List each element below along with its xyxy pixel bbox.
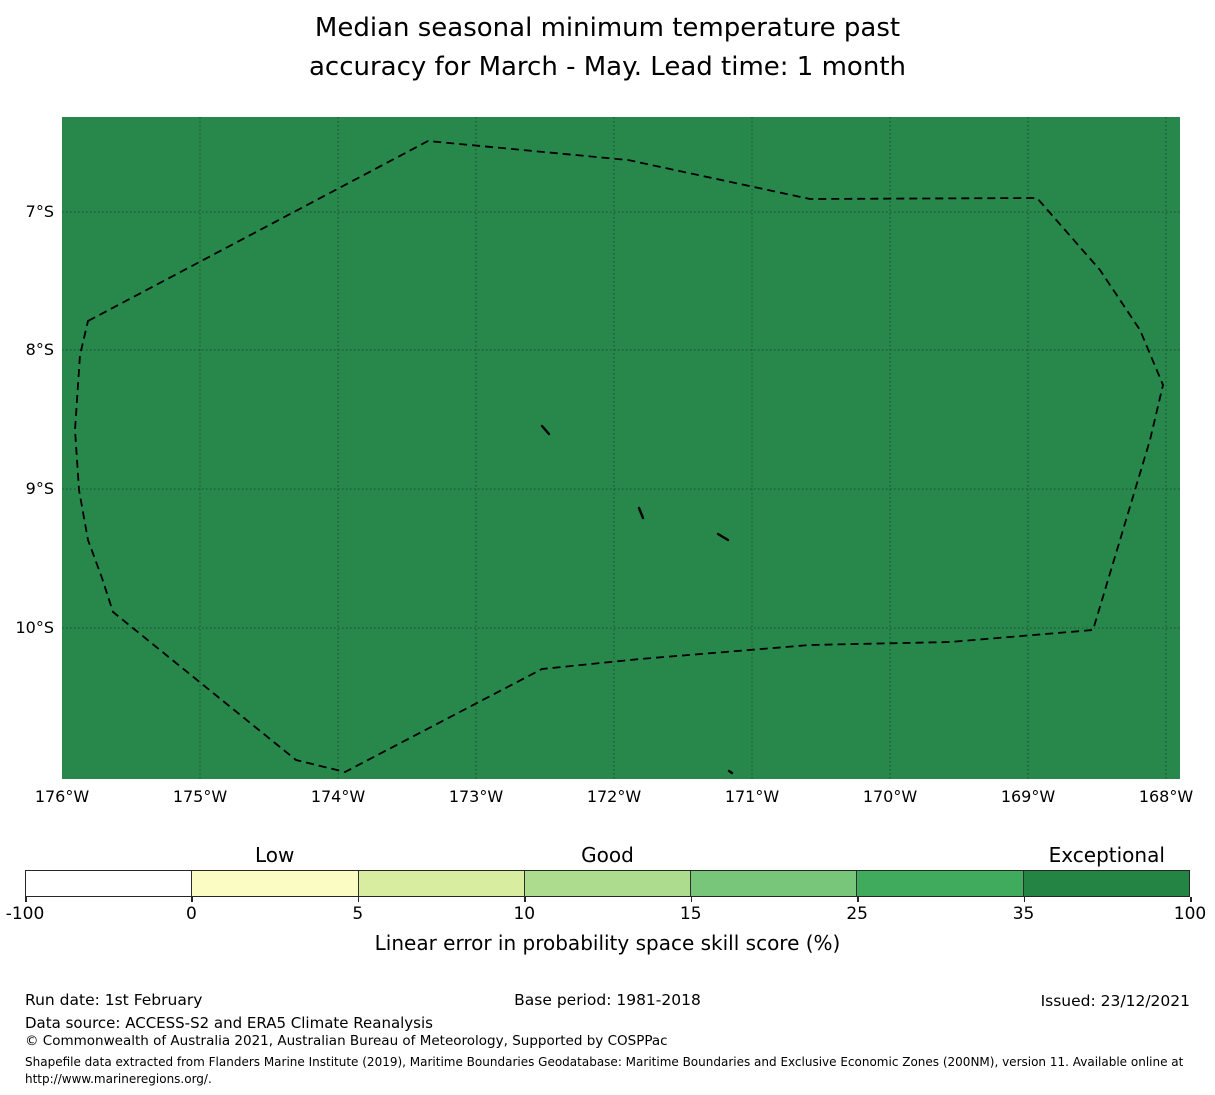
run-date-text: Run date: 1st February	[25, 991, 203, 1009]
figure-title-line1: Median seasonal minimum temperature past	[314, 13, 901, 43]
colorbar-axis-label: Linear error in probability space skill …	[374, 931, 841, 955]
colorbar-tick-mark	[1190, 897, 1192, 902]
colorbar-tick-label: 15	[679, 904, 702, 924]
map-plot	[62, 117, 1180, 779]
colorbar-tick-mark	[357, 897, 360, 902]
y-tick-label: 8°S	[25, 340, 54, 359]
y-tick-label: 7°S	[25, 202, 54, 221]
x-tick-label: 173°W	[448, 787, 504, 806]
colorbar-segment	[26, 871, 193, 896]
colorbar-tick-label: -100	[5, 904, 45, 924]
issued-text: Issued: 23/12/2021	[1040, 992, 1190, 1010]
x-tick-label: 176°W	[34, 787, 90, 806]
y-tick-label: 10°S	[15, 618, 54, 637]
colorbar-segment	[192, 871, 359, 896]
shapefile-note: Shapefile data extracted from Flanders M…	[25, 1055, 1184, 1086]
colorbar-segment	[691, 871, 858, 896]
colorbar-tick-mark	[191, 897, 193, 902]
colorbar-category-label: Good	[581, 843, 634, 867]
figure-title: Median seasonal minimum temperature past…	[0, 9, 1215, 87]
x-tick-label: 168°W	[1138, 787, 1194, 806]
eez-boundary	[74, 140, 1164, 773]
colorbar-tick-label: 10	[513, 904, 536, 924]
colorbar-segment	[358, 871, 525, 896]
colorbar-tick-mark	[857, 897, 859, 902]
figure-title-line2: accuracy for March - May. Lead time: 1 m…	[308, 52, 906, 82]
colorbar-tick-mark	[1023, 897, 1026, 902]
base-period-text: Base period: 1981-2018	[514, 991, 701, 1009]
colorbar-segment	[857, 871, 1024, 896]
x-tick-label: 174°W	[310, 787, 366, 806]
colorbar-category-label: Low	[254, 843, 295, 867]
colorbar-tick-mark	[690, 897, 693, 902]
colorbar-tick-label: 100	[1173, 904, 1207, 924]
colorbar-tick-mark	[25, 897, 27, 902]
data-source-text: Data source: ACCESS-S2 and ERA5 Climate …	[25, 1014, 433, 1032]
map-canvas	[62, 117, 1180, 779]
colorbar	[25, 870, 1190, 897]
colorbar-tick-mark	[524, 897, 526, 902]
x-tick-label: 172°W	[586, 787, 642, 806]
colorbar-tick-label: 0	[186, 904, 197, 924]
copyright-text: © Commonwealth of Australia 2021, Austra…	[25, 1033, 668, 1049]
x-tick-label: 175°W	[172, 787, 228, 806]
colorbar-tick-label: 5	[352, 904, 364, 924]
island-swains	[727, 769, 734, 775]
x-tick-label: 170°W	[862, 787, 918, 806]
island-nukunonu	[637, 506, 645, 520]
y-tick-label: 9°S	[25, 479, 54, 498]
colorbar-tick-label: 25	[846, 904, 868, 924]
x-tick-label: 171°W	[724, 787, 780, 806]
colorbar-category-label: Exceptional	[1048, 843, 1165, 867]
island-fakaofo	[716, 532, 730, 542]
colorbar-segment	[524, 871, 692, 896]
colorbar-tick-label: 35	[1012, 904, 1035, 924]
island-atafu	[540, 424, 551, 436]
colorbar-segment	[1023, 871, 1189, 896]
x-tick-label: 169°W	[1000, 787, 1056, 806]
